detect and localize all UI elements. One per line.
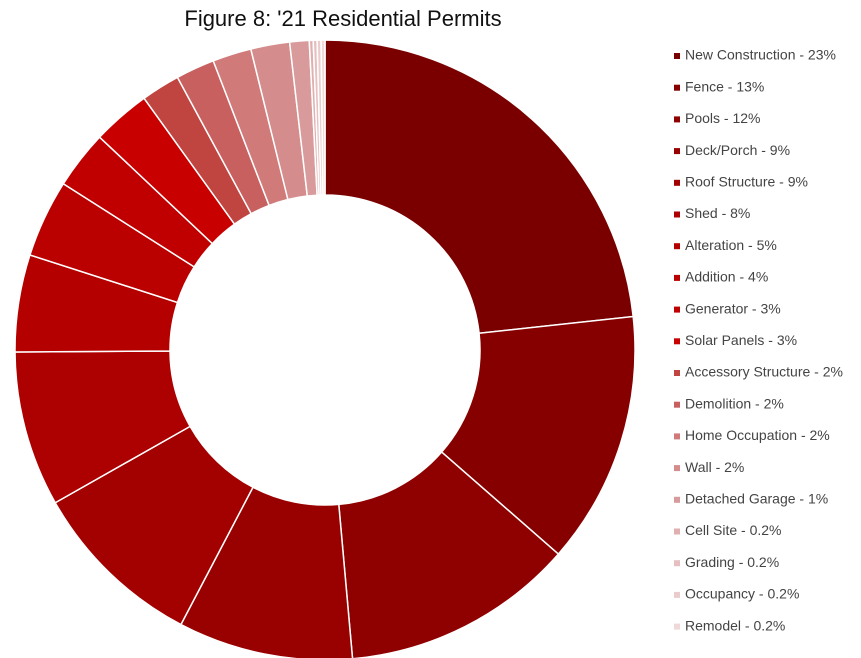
legend-swatch (674, 433, 680, 440)
legend-swatch (674, 528, 680, 535)
legend-label: Demolition - 2% (685, 395, 784, 411)
legend-label: Shed - 8% (685, 205, 750, 221)
legend-swatch (674, 370, 680, 376)
legend-label: Fence - 13% (685, 78, 764, 94)
donut-slice (440, 315, 636, 556)
chart-title: Figure 8: '21 Residential Permits (184, 6, 501, 31)
legend-swatch (674, 338, 680, 345)
legend-swatch (674, 116, 680, 123)
legend-label: Generator - 3% (685, 300, 781, 316)
legend-swatch (674, 211, 680, 218)
legend-swatch (674, 179, 680, 186)
legend-swatch (674, 274, 680, 281)
legend-label: Addition - 4% (685, 269, 768, 285)
legend-swatch (674, 53, 680, 59)
legend-label: Wall - 2% (685, 459, 744, 475)
legend-label: Detached Garage - 1% (685, 491, 828, 507)
legend-swatch (674, 591, 680, 598)
legend-label: Roof Structure - 9% (685, 174, 808, 190)
donut-slice (324, 39, 635, 335)
legend-label: Deck/Porch - 9% (685, 142, 790, 158)
legend-swatch (674, 560, 680, 567)
legend-swatch (674, 401, 680, 408)
legend-swatch (674, 465, 680, 472)
legend-swatch (674, 496, 680, 503)
legend-swatch (674, 148, 680, 155)
legend-label: Home Occupation - 2% (685, 427, 830, 443)
legend-label: Occupancy - 0.2% (685, 586, 799, 602)
legend-label: Cell Site - 0.2% (685, 522, 781, 538)
legend-label: Grading - 0.2% (685, 554, 779, 570)
legend-swatch (674, 243, 680, 250)
legend-swatch (674, 623, 680, 630)
legend-label: Accessory Structure - 2% (685, 364, 843, 380)
legend-label: Alteration - 5% (685, 237, 777, 253)
legend-label: New Construction - 23% (685, 47, 836, 63)
donut-slice (320, 39, 326, 196)
legend-swatch (674, 84, 680, 91)
legend-swatch (674, 306, 680, 313)
legend-label: Solar Panels - 3% (685, 332, 797, 348)
legend-label: Remodel - 0.2% (685, 617, 785, 633)
legend-label: Pools - 12% (685, 110, 760, 126)
